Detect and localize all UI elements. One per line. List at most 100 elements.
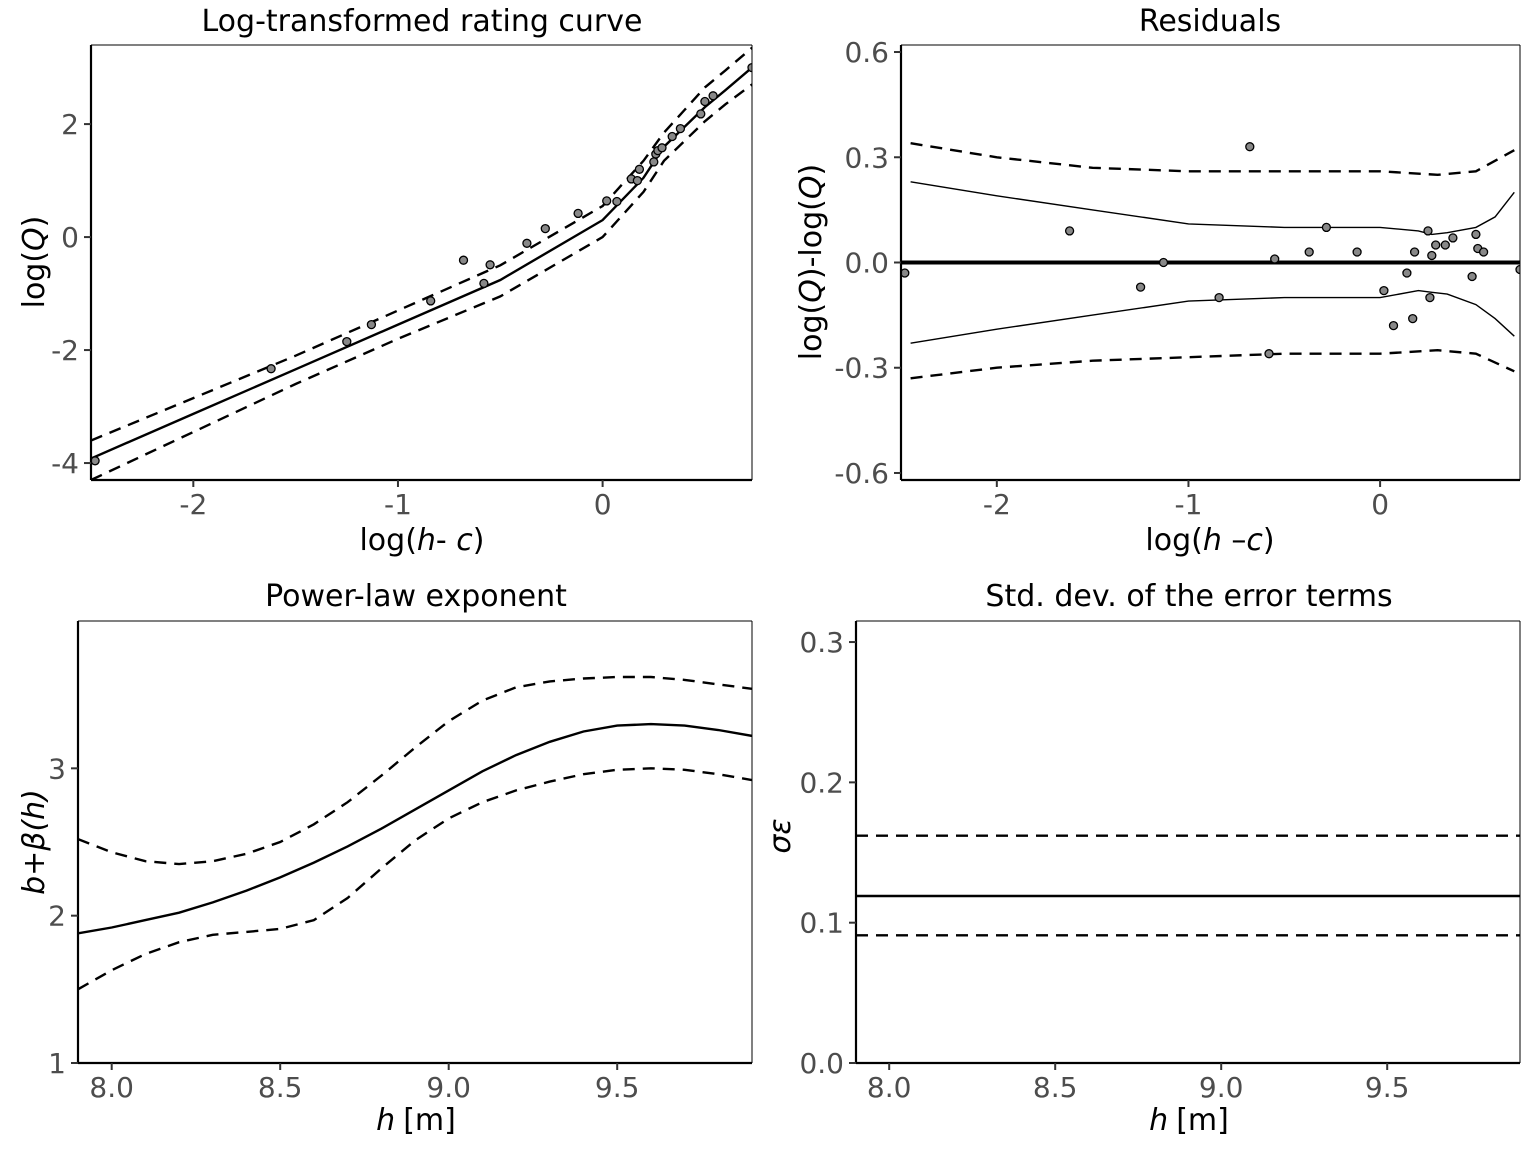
data-point <box>1214 292 1224 303</box>
y-axis-label: b+β(h) <box>17 789 52 895</box>
series-line-solid-0 <box>78 722 752 935</box>
data-point <box>1379 285 1389 296</box>
series-line-dashed-3 <box>910 142 1515 177</box>
panel-title: Log-transformed rating curve <box>202 4 643 39</box>
data-point <box>342 336 352 347</box>
data-point <box>657 143 667 153</box>
series-line-thin-1 <box>910 181 1515 236</box>
data-point <box>485 260 495 270</box>
y-tick-label: -0.6 <box>834 457 889 490</box>
axis-ticks: 8.0 8.5 9.0 9.5 1 2 3 <box>48 752 639 1104</box>
data-point <box>1135 282 1146 292</box>
y-tick-label: 0.1 <box>799 907 844 940</box>
plot-marks <box>901 142 1520 380</box>
x-axis-label: log(h –c) <box>1145 523 1274 558</box>
data-point <box>458 255 469 265</box>
x-tick-label: -1 <box>384 488 412 521</box>
data-point <box>1402 268 1412 278</box>
y-tick-label: -4 <box>51 447 79 480</box>
y-axis-label: log(Q)-log(Q) <box>794 164 829 360</box>
data-point <box>634 164 645 174</box>
y-tick-label: 0.2 <box>799 766 844 799</box>
panel-title: Power-law exponent <box>265 579 567 614</box>
y-axis-label: log(Q) <box>17 216 52 309</box>
data-point <box>1321 222 1332 233</box>
data-point <box>479 278 489 289</box>
x-tick-label: 0 <box>1371 488 1389 521</box>
x-tick-label: 9.0 <box>1199 1071 1244 1104</box>
axes-frame <box>89 44 753 482</box>
axes-frame <box>854 620 1521 1065</box>
panel-residuals: Residuals -2 -1 0 -0.6 -0.3 0.0 0.3 0.6 log(h –… <box>794 4 1521 558</box>
data-point <box>649 157 659 167</box>
y-tick-label: -0.3 <box>834 352 889 385</box>
panel-title: Std. dev. of the error terms <box>985 579 1392 614</box>
data-point <box>1388 320 1399 331</box>
y-tick-label: 3 <box>48 752 66 785</box>
data-point <box>612 196 622 207</box>
data-point <box>632 175 643 186</box>
series-line-thin-2 <box>910 289 1515 344</box>
y-tick-label: 0.0 <box>799 1047 844 1080</box>
data-point <box>573 208 583 219</box>
plot-marks <box>856 834 1520 937</box>
x-tick-label: 9.0 <box>426 1071 471 1104</box>
data-point <box>1352 247 1362 257</box>
series-line-dashed-1 <box>91 46 752 442</box>
data-point <box>667 131 677 142</box>
x-tick-label: 9.5 <box>1365 1071 1410 1104</box>
x-tick-label: 8.5 <box>258 1071 303 1104</box>
axis-ticks: -2 -1 0 -4 -2 0 2 <box>51 108 611 521</box>
data-point <box>1467 271 1477 282</box>
x-tick-label: 8.5 <box>1033 1071 1078 1104</box>
series-line-dashed-1 <box>78 675 752 866</box>
y-tick-label: 2 <box>48 900 66 933</box>
panel-error-std-dev: Std. dev. of the error terms 8.0 8.5 9.0 9.… <box>763 579 1521 1138</box>
series-line-dashed-4 <box>910 348 1515 380</box>
data-point <box>700 96 710 107</box>
data-point <box>1478 247 1489 257</box>
x-tick-label: 8.0 <box>867 1071 912 1104</box>
data-point <box>426 296 436 306</box>
x-tick-label: 8.0 <box>89 1071 134 1104</box>
axes-frame <box>76 620 753 1065</box>
data-point <box>901 268 910 278</box>
data-point <box>747 62 752 73</box>
y-tick-label: 1 <box>48 1047 66 1080</box>
data-point <box>1425 292 1435 303</box>
data-point <box>708 91 718 101</box>
axis-ticks: 8.0 8.5 9.0 9.5 0.0 0.1 0.2 0.3 <box>799 626 1409 1104</box>
data-point <box>1064 226 1075 236</box>
data-point <box>366 319 377 330</box>
data-point <box>675 123 686 134</box>
data-point <box>1158 257 1169 268</box>
x-tick-label: 9.5 <box>595 1071 640 1104</box>
data-point <box>1448 233 1458 243</box>
y-tick-label: -2 <box>51 334 79 367</box>
y-tick-label: 2 <box>61 108 79 141</box>
x-tick-label: -1 <box>1175 488 1203 521</box>
x-tick-label: -2 <box>179 488 207 521</box>
series-line-dashed-2 <box>91 83 752 480</box>
data-point <box>1408 313 1418 324</box>
data-point <box>1245 142 1255 152</box>
data-point <box>91 456 100 466</box>
y-tick-label: 0.3 <box>799 626 844 659</box>
data-point <box>1431 240 1441 250</box>
plot-marks <box>78 675 752 991</box>
data-point <box>266 364 276 374</box>
data-point <box>1304 247 1314 257</box>
data-point <box>1440 240 1450 250</box>
data-point <box>1270 254 1280 264</box>
data-point <box>696 109 706 119</box>
data-point <box>522 238 532 248</box>
x-axis-label: h [m] <box>1149 1103 1229 1138</box>
panel-title: Residuals <box>1139 4 1281 39</box>
y-tick-label: 0 <box>61 221 79 254</box>
data-point <box>1264 349 1274 359</box>
y-tick-label: 0.6 <box>844 36 889 69</box>
y-axis-label: σε <box>763 818 798 853</box>
axis-ticks: -2 -1 0 -0.6 -0.3 0.0 0.3 0.6 <box>834 36 1389 521</box>
